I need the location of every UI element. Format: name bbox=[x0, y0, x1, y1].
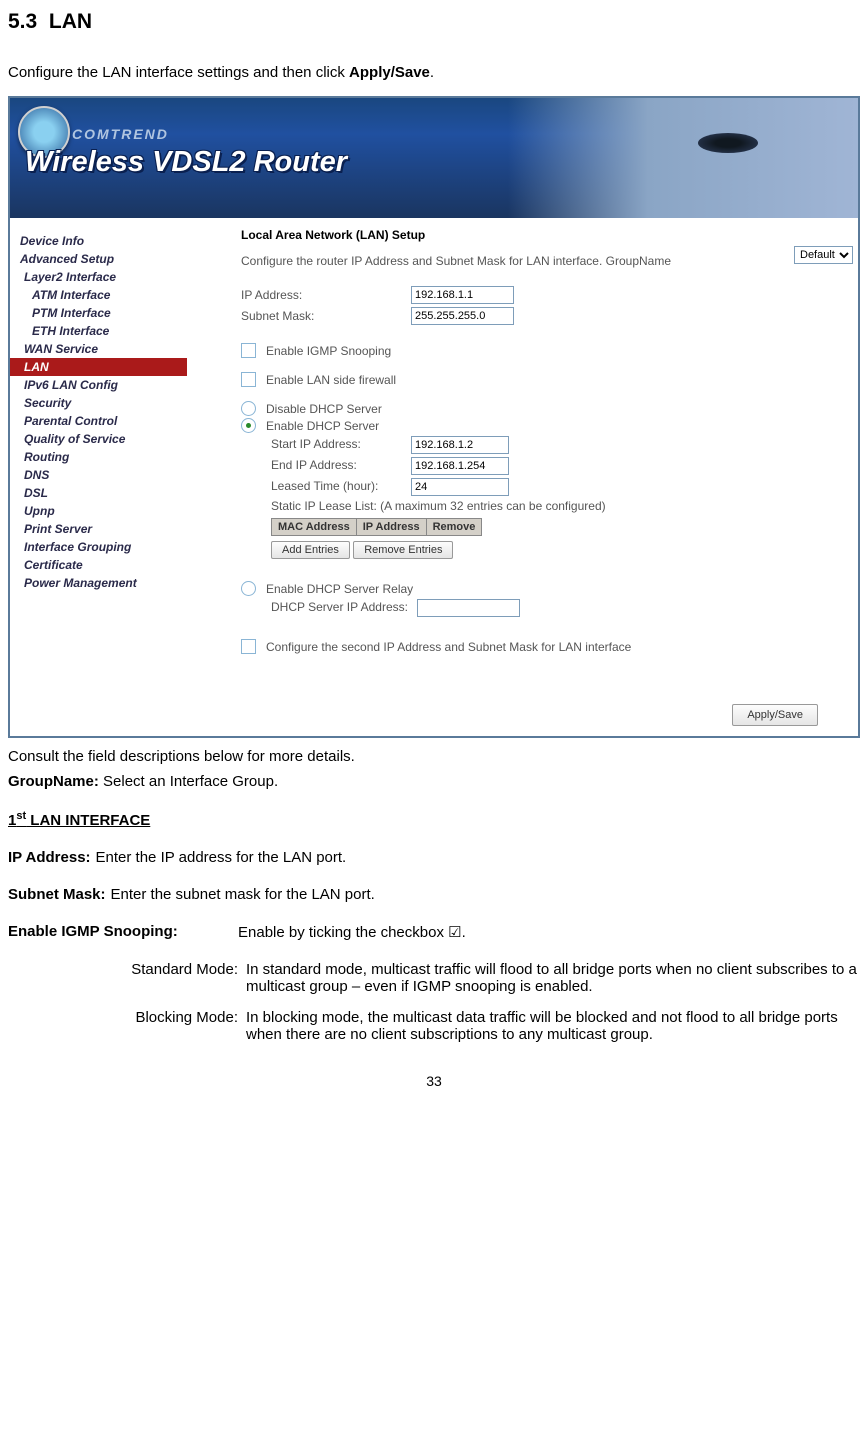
ip-label: IP Address: bbox=[241, 288, 411, 302]
igmp-desc-v: Enable by ticking the checkbox ☑. bbox=[238, 923, 466, 941]
nav-eth[interactable]: ETH Interface bbox=[10, 322, 187, 340]
firewall-checkbox[interactable] bbox=[241, 372, 256, 387]
nav-advanced-setup[interactable]: Advanced Setup bbox=[10, 250, 187, 268]
nav-cert[interactable]: Certificate bbox=[10, 556, 187, 574]
start-ip-label: Start IP Address: bbox=[271, 437, 411, 451]
enable-dhcp-label: Enable DHCP Server bbox=[266, 419, 379, 433]
enable-dhcp-radio[interactable] bbox=[241, 418, 256, 433]
static-lease-table: MAC Address IP Address Remove bbox=[271, 518, 482, 536]
section-number: 5.3 bbox=[8, 10, 37, 33]
start-ip-input[interactable] bbox=[411, 436, 509, 454]
content-subtitle: Configure the router IP Address and Subn… bbox=[241, 254, 853, 268]
sup: st bbox=[16, 810, 26, 822]
router-screenshot: COMTREND Wireless VDSL2 Router Device In… bbox=[8, 96, 860, 738]
groupname-desc: GroupName: Select an Interface Group. bbox=[8, 773, 860, 790]
nav-security[interactable]: Security bbox=[10, 394, 187, 412]
nav-power[interactable]: Power Management bbox=[10, 574, 187, 592]
nav-routing[interactable]: Routing bbox=[10, 448, 187, 466]
nav-parental[interactable]: Parental Control bbox=[10, 412, 187, 430]
leased-label: Leased Time (hour): bbox=[271, 479, 411, 493]
disable-dhcp-radio[interactable] bbox=[241, 401, 256, 416]
mask-desc-v: Enter the subnet mask for the LAN port. bbox=[111, 886, 375, 903]
section-name: LAN bbox=[49, 10, 92, 33]
groupname-select[interactable]: Default bbox=[794, 246, 853, 264]
th-mac: MAC Address bbox=[272, 519, 357, 536]
ip-input[interactable] bbox=[411, 286, 514, 304]
ip-desc-v: Enter the IP address for the LAN port. bbox=[96, 849, 347, 866]
banner-eye bbox=[698, 133, 758, 153]
nav-print[interactable]: Print Server bbox=[10, 520, 187, 538]
nav-qos[interactable]: Quality of Service bbox=[10, 430, 187, 448]
ip-desc: IP Address: Enter the IP address for the… bbox=[8, 849, 860, 866]
mask-desc-k: Subnet Mask: bbox=[8, 886, 111, 903]
nav-ptm[interactable]: PTM Interface bbox=[10, 304, 187, 322]
apply-save-button[interactable]: Apply/Save bbox=[732, 704, 818, 726]
nav-dsl[interactable]: DSL bbox=[10, 484, 187, 502]
igmp-checkbox[interactable] bbox=[241, 343, 256, 358]
add-entries-button[interactable]: Add Entries bbox=[271, 541, 350, 559]
relay-label: Enable DHCP Server Relay bbox=[266, 582, 413, 596]
firewall-label: Enable LAN side firewall bbox=[266, 373, 396, 387]
nav-grouping[interactable]: Interface Grouping bbox=[10, 538, 187, 556]
groupname-k: GroupName: bbox=[8, 773, 99, 790]
intro-pre: Configure the LAN interface settings and… bbox=[8, 64, 349, 81]
nav-atm[interactable]: ATM Interface bbox=[10, 286, 187, 304]
subsection-text: LAN INTERFACE bbox=[26, 812, 150, 829]
nav-lan[interactable]: LAN bbox=[10, 358, 187, 376]
mask-desc: Subnet Mask: Enter the subnet mask for t… bbox=[8, 886, 860, 903]
brand-text: COMTREND bbox=[72, 126, 169, 142]
body-area: Device Info Advanced Setup Layer2 Interf… bbox=[10, 218, 858, 694]
second-ip-label: Configure the second IP Address and Subn… bbox=[266, 640, 631, 654]
nav-layer2[interactable]: Layer2 Interface bbox=[10, 268, 187, 286]
igmp-label: Enable IGMP Snooping bbox=[266, 344, 391, 358]
static-list-label: Static IP Lease List: (A maximum 32 entr… bbox=[271, 499, 853, 513]
standard-mode-desc: Standard Mode: In standard mode, multica… bbox=[8, 961, 860, 995]
blocking-mode-desc: Blocking Mode: In blocking mode, the mul… bbox=[8, 1009, 860, 1043]
blk-text: In blocking mode, the multicast data tra… bbox=[246, 1009, 860, 1043]
relay-radio[interactable] bbox=[241, 581, 256, 596]
relay-ip-label: DHCP Server IP Address: bbox=[271, 600, 408, 614]
ip-desc-k: IP Address: bbox=[8, 849, 96, 866]
intro-bold: Apply/Save bbox=[349, 64, 430, 81]
consult-text: Consult the field descriptions below for… bbox=[8, 748, 860, 765]
nav-dns[interactable]: DNS bbox=[10, 466, 187, 484]
leased-input[interactable] bbox=[411, 478, 509, 496]
disable-dhcp-label: Disable DHCP Server bbox=[266, 402, 382, 416]
intro-paragraph: Configure the LAN interface settings and… bbox=[8, 64, 860, 81]
nav-device-info[interactable]: Device Info bbox=[10, 232, 187, 250]
nav-upnp[interactable]: Upnp bbox=[10, 502, 187, 520]
intro-post: . bbox=[430, 64, 434, 81]
nav-wan[interactable]: WAN Service bbox=[10, 340, 187, 358]
blk-label: Blocking Mode: bbox=[8, 1009, 246, 1043]
second-ip-checkbox[interactable] bbox=[241, 639, 256, 654]
th-remove: Remove bbox=[426, 519, 482, 536]
nav-ipv6[interactable]: IPv6 LAN Config bbox=[10, 376, 187, 394]
std-text: In standard mode, multicast traffic will… bbox=[246, 961, 860, 995]
sidebar: Device Info Advanced Setup Layer2 Interf… bbox=[10, 218, 187, 694]
end-ip-label: End IP Address: bbox=[271, 458, 411, 472]
mask-label: Subnet Mask: bbox=[241, 309, 411, 323]
banner-face bbox=[508, 98, 858, 218]
mask-input[interactable] bbox=[411, 307, 514, 325]
th-ip: IP Address bbox=[356, 519, 426, 536]
banner-title: Wireless VDSL2 Router bbox=[25, 146, 347, 179]
end-ip-input[interactable] bbox=[411, 457, 509, 475]
remove-entries-button[interactable]: Remove Entries bbox=[353, 541, 453, 559]
content-title: Local Area Network (LAN) Setup bbox=[241, 228, 853, 242]
igmp-desc-k: Enable IGMP Snooping: bbox=[8, 923, 238, 941]
igmp-desc: Enable IGMP Snooping: Enable by ticking … bbox=[8, 923, 860, 941]
std-label: Standard Mode: bbox=[8, 961, 246, 995]
groupname-v: Select an Interface Group. bbox=[99, 773, 278, 790]
banner: COMTREND Wireless VDSL2 Router bbox=[10, 98, 858, 218]
section-heading: 5.3 LAN bbox=[8, 10, 860, 34]
content-area: Local Area Network (LAN) Setup Configure… bbox=[187, 218, 858, 694]
page-number: 33 bbox=[8, 1073, 860, 1089]
lan-interface-heading: 1st LAN INTERFACE bbox=[8, 810, 860, 829]
apply-row: Apply/Save bbox=[10, 694, 858, 736]
relay-ip-input[interactable] bbox=[417, 599, 520, 617]
